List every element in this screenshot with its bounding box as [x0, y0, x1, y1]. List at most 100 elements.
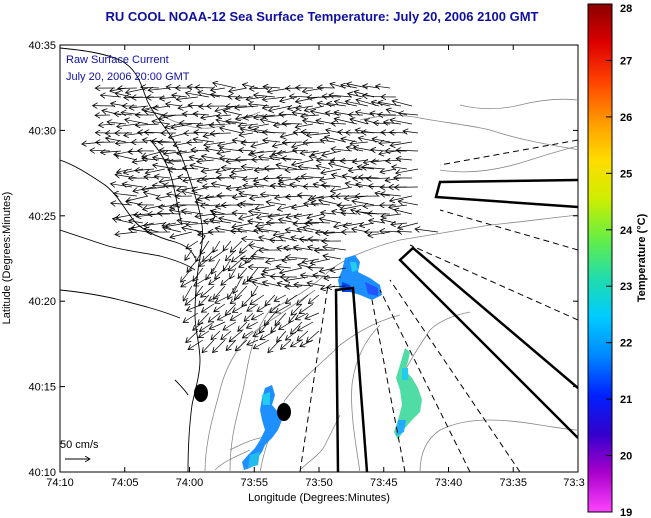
current-vector [292, 159, 313, 165]
current-vector [193, 139, 214, 142]
current-vector [308, 268, 324, 269]
current-vector [209, 124, 225, 125]
current-vector [238, 321, 248, 331]
current-vector [225, 249, 237, 261]
current-vector [380, 194, 401, 196]
current-vector [122, 184, 143, 187]
current-vector [337, 205, 352, 206]
current-vector [389, 205, 407, 208]
current-vector [223, 240, 232, 251]
current-vector [247, 339, 259, 345]
current-vector [241, 203, 264, 205]
current-vector [381, 214, 401, 217]
current-vector [398, 222, 418, 228]
current-vector [399, 113, 418, 115]
current-vector [131, 222, 154, 228]
y-tick-label: 40:25 [28, 211, 56, 223]
current-vector [324, 277, 341, 278]
current-vector [182, 191, 203, 197]
y-tick-label: 40:15 [28, 382, 56, 394]
current-vector [228, 258, 243, 271]
current-vector [221, 276, 232, 285]
current-vector [290, 96, 308, 97]
current-vector [211, 211, 225, 214]
scale-label: 50 cm/s [60, 439, 99, 451]
current-vector [221, 168, 242, 169]
current-vector [340, 204, 363, 210]
colorbar-tick-label: 20 [620, 451, 632, 463]
current-vector [275, 312, 287, 326]
current-vector [378, 102, 401, 107]
current-vector [117, 124, 137, 127]
current-vector [265, 294, 276, 306]
current-vector [201, 303, 215, 312]
colorbar-tick-label: 26 [620, 112, 632, 124]
current-vector [320, 140, 335, 142]
current-vector [213, 339, 226, 353]
current-vector [310, 258, 330, 263]
current-vector [260, 330, 276, 340]
y-tick-label: 40:30 [28, 125, 56, 137]
current-vector [415, 229, 439, 232]
current-vector [200, 321, 215, 331]
station-dot-west [194, 384, 208, 402]
current-vector [247, 303, 259, 311]
current-vector [398, 201, 418, 206]
colorbar-label: Temperature (°C) [636, 213, 648, 302]
current-vector [268, 339, 281, 353]
current-vector [164, 185, 187, 187]
current-vector [263, 140, 280, 142]
current-vector [233, 303, 248, 312]
current-vector [209, 321, 226, 329]
current-vector [322, 185, 341, 187]
current-vector [289, 312, 298, 322]
x-tick-label: 73:45 [370, 477, 398, 489]
current-vector [277, 330, 287, 342]
x-tick-label: 73:3 [563, 477, 584, 489]
current-vector [210, 133, 231, 134]
current-vector [390, 141, 412, 146]
x-axis-ticks: 74:10 74:05 74:00 73:55 73:50 73:45 73:40 73:35… [46, 45, 585, 489]
current-vector [286, 330, 298, 340]
current-vector [252, 160, 269, 161]
current-vector [291, 303, 303, 315]
current-vector [251, 151, 275, 154]
current-vector [392, 101, 412, 107]
station-dot-east [277, 403, 291, 421]
colorbar-ticks: 28 27 26 25 24 23 22 21 20 19 [606, 3, 633, 518]
current-vector [331, 186, 352, 191]
current-vector [188, 339, 204, 350]
x-tick-label: 74:05 [111, 477, 139, 489]
current-vector [106, 138, 126, 143]
current-vector [240, 129, 264, 134]
current-vector [198, 312, 210, 325]
surface-current-vectors [82, 83, 439, 353]
current-vector [225, 303, 237, 315]
current-vector [403, 131, 418, 133]
current-vector [390, 195, 412, 201]
current-vector [251, 312, 265, 320]
current-vector [154, 176, 170, 178]
current-vector [194, 276, 210, 286]
current-vector [232, 249, 248, 262]
current-vector [323, 256, 341, 259]
current-vector [197, 160, 214, 162]
current-vector [229, 330, 243, 342]
current-vector [275, 303, 292, 313]
current-vector [298, 167, 319, 169]
y-tick-label: 40:20 [28, 296, 56, 308]
current-vector [144, 111, 165, 116]
legend-line-2: July 20, 2006 20:00 GMT [66, 71, 190, 83]
current-vector [330, 268, 346, 271]
current-vector [217, 178, 236, 179]
current-vector [223, 111, 242, 116]
current-vector [331, 123, 346, 124]
colorbar-tick-label: 24 [620, 225, 633, 237]
x-tick-label: 73:35 [499, 477, 527, 489]
y-axis-label: Latitude (Degrees:Minutes) [1, 192, 13, 325]
current-vector [280, 267, 302, 273]
current-vector [235, 285, 248, 300]
current-vector [163, 228, 181, 233]
current-vector [249, 211, 269, 214]
current-vector [129, 221, 143, 224]
